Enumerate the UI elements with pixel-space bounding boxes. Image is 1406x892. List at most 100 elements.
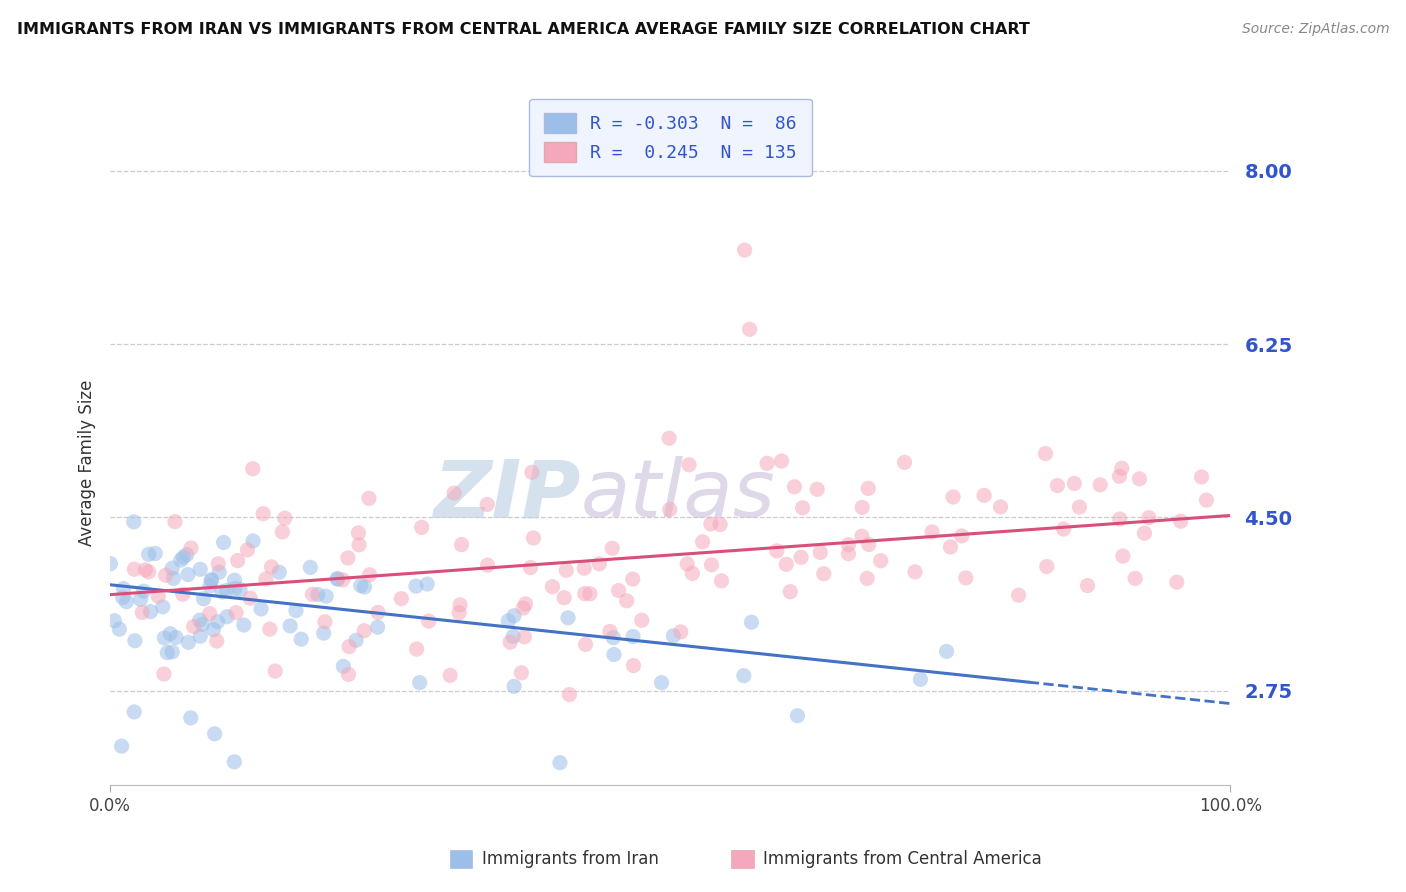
Text: IMMIGRANTS FROM IRAN VS IMMIGRANTS FROM CENTRAL AMERICA AVERAGE FAMILY SIZE CORR: IMMIGRANTS FROM IRAN VS IMMIGRANTS FROM … xyxy=(17,22,1029,37)
Point xyxy=(765,544,787,558)
Point xyxy=(813,566,835,581)
Point xyxy=(122,705,145,719)
Point xyxy=(700,516,723,531)
Point xyxy=(1036,559,1059,574)
Point xyxy=(315,589,337,603)
Point xyxy=(512,601,534,615)
Point xyxy=(548,756,571,770)
Point xyxy=(599,624,621,639)
Point xyxy=(678,458,700,472)
Point xyxy=(792,500,814,515)
Point xyxy=(709,517,731,532)
Point xyxy=(153,667,176,681)
Point xyxy=(347,538,370,552)
Point xyxy=(1166,575,1188,590)
Point xyxy=(950,529,973,543)
Point xyxy=(658,431,681,445)
Point xyxy=(148,589,170,603)
Point xyxy=(669,624,692,639)
Point xyxy=(449,598,471,612)
Point xyxy=(553,591,575,605)
Text: atlas: atlas xyxy=(581,456,776,534)
Point xyxy=(1063,476,1085,491)
Point xyxy=(191,617,214,632)
Point xyxy=(242,461,264,475)
Point xyxy=(676,557,699,571)
Point xyxy=(389,591,412,606)
Point xyxy=(224,755,246,769)
Point xyxy=(405,642,427,657)
Point xyxy=(837,547,859,561)
Point xyxy=(851,529,873,543)
Point xyxy=(1108,512,1130,526)
Point xyxy=(172,550,194,565)
Point xyxy=(502,629,524,643)
Point xyxy=(942,490,965,504)
Point xyxy=(350,579,373,593)
Point xyxy=(307,588,329,602)
Point xyxy=(910,673,932,687)
Point xyxy=(477,558,499,573)
Point xyxy=(756,456,779,470)
Text: Source: ZipAtlas.com: Source: ZipAtlas.com xyxy=(1241,22,1389,37)
Point xyxy=(574,561,596,575)
Point xyxy=(108,622,131,636)
Point xyxy=(336,550,359,565)
Point xyxy=(250,602,273,616)
Point xyxy=(312,626,335,640)
Point xyxy=(973,488,995,502)
Point xyxy=(939,540,962,554)
Text: Immigrants from Iran: Immigrants from Iran xyxy=(482,850,659,868)
Point xyxy=(858,482,880,496)
Point xyxy=(177,567,200,582)
Point xyxy=(155,568,177,582)
Point xyxy=(496,614,519,628)
Point xyxy=(651,675,673,690)
Point xyxy=(408,675,430,690)
Point xyxy=(239,591,262,606)
Point xyxy=(1046,478,1069,492)
Point xyxy=(790,550,813,565)
Point xyxy=(541,580,564,594)
Point xyxy=(623,658,645,673)
Point xyxy=(143,546,166,560)
Point xyxy=(111,591,134,605)
Point xyxy=(215,583,238,598)
Point xyxy=(630,613,652,627)
Point xyxy=(786,708,808,723)
Point xyxy=(204,727,226,741)
Point xyxy=(131,606,153,620)
Point xyxy=(503,679,526,693)
Point xyxy=(513,630,536,644)
Point xyxy=(183,619,205,633)
Point xyxy=(353,580,375,594)
Point xyxy=(416,577,439,591)
Point xyxy=(1195,493,1218,508)
Point xyxy=(111,739,134,754)
Point xyxy=(271,524,294,539)
Point xyxy=(269,566,291,580)
Point xyxy=(616,594,638,608)
Point xyxy=(851,500,873,515)
Point xyxy=(153,631,176,645)
Point xyxy=(188,629,211,643)
Point xyxy=(621,630,644,644)
Point xyxy=(138,565,160,579)
Text: Immigrants from Central America: Immigrants from Central America xyxy=(763,850,1042,868)
Text: ZIP: ZIP xyxy=(433,456,581,534)
Point xyxy=(600,541,623,556)
Point xyxy=(139,605,162,619)
Point xyxy=(260,560,283,574)
Point xyxy=(710,574,733,588)
Point xyxy=(738,322,761,336)
Point xyxy=(172,587,194,601)
Legend: R = -0.303  N =  86, R =  0.245  N = 135: R = -0.303 N = 86, R = 0.245 N = 135 xyxy=(529,99,811,177)
Point xyxy=(557,611,579,625)
Point xyxy=(274,511,297,525)
Point xyxy=(176,548,198,562)
Point xyxy=(207,557,229,571)
Point xyxy=(229,582,252,597)
Point xyxy=(607,583,630,598)
Point xyxy=(1007,588,1029,602)
Point xyxy=(477,498,499,512)
